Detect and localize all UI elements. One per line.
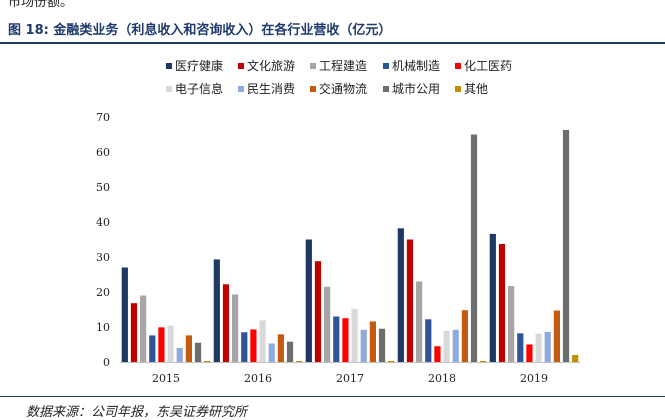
bar: [562, 129, 570, 362]
bar: [452, 329, 459, 362]
legend-swatch: [238, 86, 244, 92]
bar: [544, 331, 551, 362]
legend-label: 城市公用: [392, 81, 440, 96]
legend-label: 工程建造: [319, 58, 367, 73]
legend-label: 交通物流: [319, 81, 367, 96]
legend-swatch: [166, 86, 172, 92]
legend-swatch: [310, 63, 316, 69]
bar: [158, 327, 165, 362]
legend-swatch: [455, 63, 461, 69]
bar: [204, 360, 211, 362]
y-tick-label: 70: [96, 111, 110, 124]
x-tick-label: 2017: [336, 372, 364, 385]
bar: [416, 281, 423, 362]
bar: [222, 284, 230, 362]
bar: [213, 259, 220, 362]
bar: [342, 318, 349, 362]
y-tick-label: 10: [96, 321, 110, 334]
bar: [498, 244, 506, 362]
bar: [268, 343, 275, 362]
bar: [526, 344, 533, 362]
legend-label: 其他: [464, 82, 488, 96]
bar: [194, 342, 202, 362]
bar: [333, 316, 340, 362]
bar: [434, 346, 441, 362]
bar: [461, 310, 468, 362]
bar: [378, 328, 386, 362]
bar: [121, 267, 128, 362]
bar: [314, 261, 322, 362]
bar: [241, 332, 248, 362]
title-divider: [0, 42, 665, 44]
x-tick-label: 2016: [244, 372, 272, 385]
bar: [167, 325, 174, 362]
legend-label: 化工医药: [464, 59, 512, 73]
bar: [286, 341, 294, 362]
y-axis: 0 10 20 30 40 50 60 70: [96, 111, 110, 369]
bar: [149, 335, 156, 362]
y-tick-label: 50: [96, 181, 110, 194]
bar: [185, 335, 192, 362]
legend-swatch: [166, 63, 172, 69]
bar: [305, 239, 312, 362]
bar: [388, 360, 395, 362]
bar: [397, 228, 404, 362]
legend-label: 电子信息: [175, 81, 223, 96]
legend-label: 文化旅游: [247, 58, 295, 73]
y-tick-label: 30: [96, 251, 110, 264]
legend-swatch: [238, 63, 244, 69]
bar: [360, 329, 367, 362]
y-tick-label: 20: [96, 286, 110, 299]
y-tick-label: 0: [103, 356, 110, 369]
bar: [296, 360, 303, 362]
bar: [425, 319, 432, 362]
footer-divider: [0, 396, 665, 397]
legend-label: 民生消费: [247, 82, 295, 96]
truncated-body-text: 市场份额。: [8, 0, 74, 10]
bar: [130, 303, 138, 362]
figure-title: 图 18: 金融类业务（利息收入和咨询收入）在各行业营收（亿元）: [8, 23, 392, 38]
bar: [517, 333, 524, 362]
bar: [553, 310, 560, 362]
bar: [324, 286, 331, 362]
bar: [176, 348, 183, 362]
y-tick-label: 60: [96, 146, 110, 159]
legend-label: 医疗健康: [175, 58, 223, 73]
legend-label: 机械制造: [392, 58, 440, 73]
legend-swatch: [310, 86, 316, 92]
bar-series-group: [121, 129, 579, 362]
bar: [406, 239, 414, 362]
y-tick-label: 40: [96, 216, 110, 229]
legend-swatch: [383, 86, 389, 92]
bar: [140, 295, 147, 362]
x-tick-label: 2018: [428, 372, 456, 385]
bar: [470, 134, 478, 362]
x-axis: 2015 2016 2017 2018 2019: [120, 362, 580, 385]
bar: [369, 321, 376, 362]
bar: [535, 333, 542, 362]
bar: [277, 334, 284, 362]
x-tick-label: 2019: [520, 372, 548, 385]
source-note: 数据来源：公司年报，东吴证券研究所: [26, 405, 248, 420]
bar: [480, 360, 487, 362]
bar: [351, 308, 358, 362]
bar: [259, 320, 266, 362]
bar: [508, 286, 515, 362]
legend-swatch: [383, 63, 389, 69]
bar: [489, 233, 496, 362]
bar: [443, 330, 450, 362]
bar: [572, 355, 579, 362]
legend-swatch: [455, 86, 461, 92]
bar: [250, 329, 257, 362]
x-tick-label: 2015: [152, 372, 180, 385]
bar: [232, 294, 239, 362]
